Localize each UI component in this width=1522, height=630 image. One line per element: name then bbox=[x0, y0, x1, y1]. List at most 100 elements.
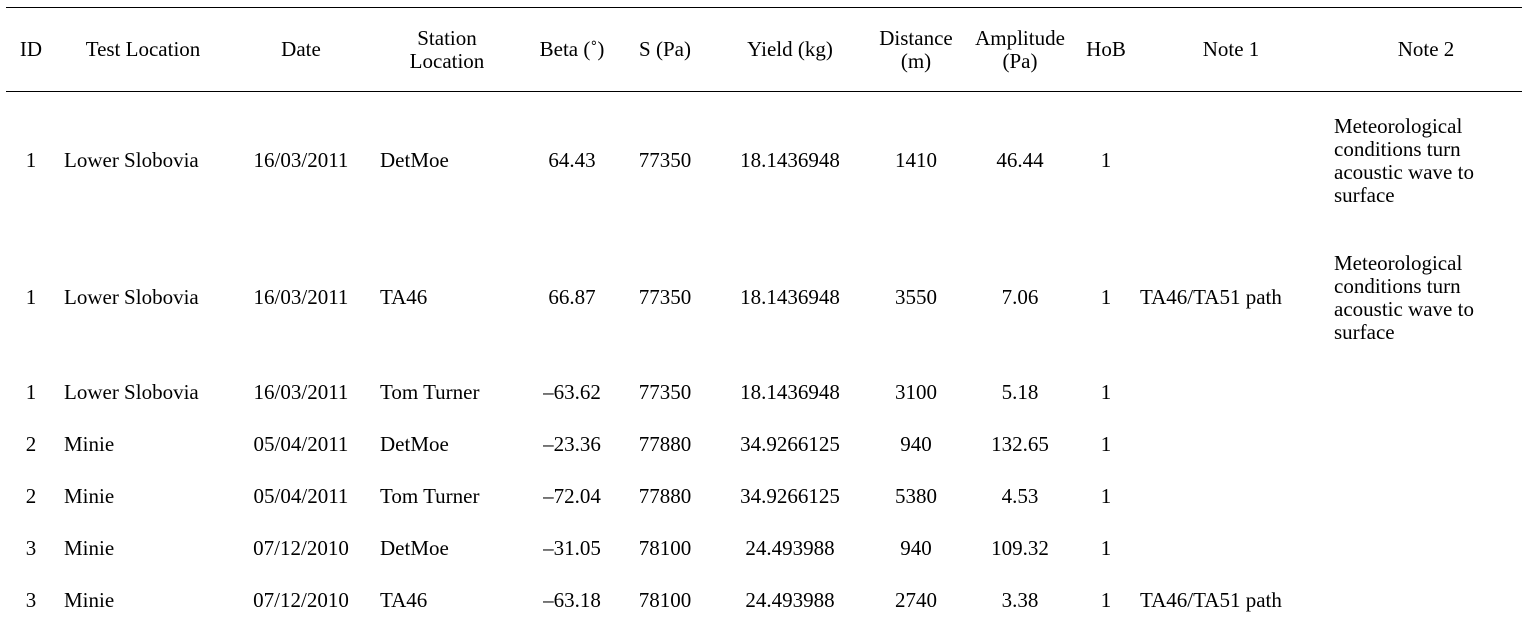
cell-amplitude: 4.53 bbox=[1001, 483, 1039, 508]
cell-s: 77880 bbox=[638, 483, 692, 508]
cell-test-location: Lower Slobovia bbox=[64, 379, 199, 404]
cell-amplitude: 109.32 bbox=[991, 535, 1049, 560]
cell-station: Tom Turner bbox=[380, 379, 480, 404]
cell-yield: 24.493988 bbox=[745, 535, 835, 560]
cell-date: 07/12/2010 bbox=[253, 587, 349, 612]
table-row: 2 Minie 05/04/2011 Tom Turner –72.04 778… bbox=[6, 470, 1522, 522]
cell-note2: Meteorological conditions turn acoustic … bbox=[1334, 250, 1474, 344]
cell-id: 2 bbox=[25, 483, 37, 508]
cell-id: 1 bbox=[25, 285, 37, 309]
cell-id: 1 bbox=[25, 148, 37, 172]
cell-amplitude: 46.44 bbox=[996, 148, 1044, 172]
cell-id: 3 bbox=[25, 587, 37, 612]
cell-note1 bbox=[1132, 522, 1330, 574]
cell-distance: 3100 bbox=[895, 379, 937, 404]
header-station-location: Station Location bbox=[409, 25, 485, 73]
cell-id: 2 bbox=[25, 431, 37, 456]
table-row: 3 Minie 07/12/2010 TA46 –63.18 78100 24.… bbox=[6, 574, 1522, 626]
cell-note2 bbox=[1330, 522, 1522, 574]
cell-s: 78100 bbox=[638, 535, 692, 560]
cell-s: 77350 bbox=[638, 148, 692, 172]
cell-note2 bbox=[1330, 366, 1522, 418]
cell-distance: 940 bbox=[900, 431, 932, 456]
cell-note2 bbox=[1330, 470, 1522, 522]
cell-note1: TA46/TA51 path bbox=[1140, 285, 1282, 309]
cell-distance: 2740 bbox=[895, 587, 937, 612]
cell-date: 16/03/2011 bbox=[253, 285, 349, 309]
cell-distance: 5380 bbox=[895, 483, 937, 508]
cell-hob: 1 bbox=[1100, 483, 1112, 508]
cell-note1 bbox=[1132, 366, 1330, 418]
cell-s: 77350 bbox=[638, 379, 692, 404]
table-row: 2 Minie 05/04/2011 DetMoe –23.36 77880 3… bbox=[6, 418, 1522, 470]
cell-distance: 3550 bbox=[895, 285, 937, 309]
cell-yield: 24.493988 bbox=[745, 587, 835, 612]
cell-yield: 18.1436948 bbox=[740, 379, 840, 404]
cell-beta: –72.04 bbox=[543, 483, 601, 508]
header-beta: Beta (˚) bbox=[539, 37, 605, 61]
cell-date: 05/04/2011 bbox=[253, 483, 349, 508]
cell-yield: 34.9266125 bbox=[740, 431, 840, 456]
header-s: S (Pa) bbox=[639, 37, 691, 61]
data-table: ID Test Location Date Station Location B… bbox=[6, 7, 1522, 626]
cell-station: DetMoe bbox=[380, 431, 449, 456]
cell-distance: 940 bbox=[900, 535, 932, 560]
cell-note1: TA46/TA51 path bbox=[1140, 587, 1282, 612]
table-row: 1 Lower Slobovia 16/03/2011 DetMoe 64.43… bbox=[6, 92, 1522, 230]
cell-station: DetMoe bbox=[380, 535, 449, 560]
cell-yield: 18.1436948 bbox=[740, 148, 840, 172]
header-id: ID bbox=[19, 37, 43, 61]
cell-distance: 1410 bbox=[895, 148, 937, 172]
cell-id: 1 bbox=[25, 379, 37, 404]
cell-note1 bbox=[1132, 470, 1330, 522]
cell-yield: 34.9266125 bbox=[740, 483, 840, 508]
cell-hob: 1 bbox=[1100, 431, 1112, 456]
cell-s: 77350 bbox=[638, 285, 692, 309]
cell-beta: 66.87 bbox=[548, 285, 596, 309]
cell-beta: –31.05 bbox=[543, 535, 601, 560]
cell-date: 16/03/2011 bbox=[253, 148, 349, 172]
cell-yield: 18.1436948 bbox=[740, 285, 840, 309]
cell-test-location: Minie bbox=[64, 535, 115, 560]
cell-note2 bbox=[1330, 574, 1522, 626]
cell-beta: –23.36 bbox=[543, 431, 601, 456]
cell-amplitude: 132.65 bbox=[991, 431, 1049, 456]
cell-test-location: Lower Slobovia bbox=[64, 285, 199, 309]
cell-amplitude: 3.38 bbox=[1001, 587, 1039, 612]
table-row: 3 Minie 07/12/2010 DetMoe –31.05 78100 2… bbox=[6, 522, 1522, 574]
cell-station: Tom Turner bbox=[380, 483, 480, 508]
header-test-location: Test Location bbox=[85, 37, 201, 61]
cell-note1 bbox=[1132, 418, 1330, 470]
cell-date: 16/03/2011 bbox=[253, 379, 349, 404]
cell-amplitude: 7.06 bbox=[1001, 285, 1039, 309]
header-yield: Yield (kg) bbox=[747, 37, 833, 61]
cell-test-location: Lower Slobovia bbox=[64, 148, 199, 172]
cell-note2 bbox=[1330, 418, 1522, 470]
header-amplitude: Amplitude (Pa) bbox=[975, 25, 1065, 73]
cell-date: 07/12/2010 bbox=[253, 535, 349, 560]
cell-note1 bbox=[1132, 92, 1330, 230]
cell-date: 05/04/2011 bbox=[253, 431, 349, 456]
cell-test-location: Minie bbox=[64, 587, 115, 612]
cell-hob: 1 bbox=[1100, 148, 1112, 172]
cell-hob: 1 bbox=[1100, 285, 1112, 309]
cell-test-location: Minie bbox=[64, 431, 115, 456]
header-row: ID Test Location Date Station Location B… bbox=[6, 7, 1522, 92]
header-distance: Distance (m) bbox=[879, 25, 953, 73]
cell-beta: 64.43 bbox=[548, 148, 596, 172]
cell-s: 78100 bbox=[638, 587, 692, 612]
cell-beta: –63.62 bbox=[543, 379, 601, 404]
cell-s: 77880 bbox=[638, 431, 692, 456]
cell-test-location: Minie bbox=[64, 483, 115, 508]
header-note1: Note 1 bbox=[1202, 37, 1260, 61]
cell-note2: Meteorological conditions turn acoustic … bbox=[1334, 113, 1474, 207]
cell-amplitude: 5.18 bbox=[1001, 379, 1039, 404]
header-date: Date bbox=[281, 37, 321, 61]
cell-hob: 1 bbox=[1100, 535, 1112, 560]
cell-hob: 1 bbox=[1100, 379, 1112, 404]
table-row: 1 Lower Slobovia 16/03/2011 Tom Turner –… bbox=[6, 366, 1522, 418]
cell-station: DetMoe bbox=[380, 148, 449, 172]
cell-beta: –63.18 bbox=[543, 587, 601, 612]
cell-id: 3 bbox=[25, 535, 37, 560]
table-row: 1 Lower Slobovia 16/03/2011 TA46 66.87 7… bbox=[6, 229, 1522, 366]
